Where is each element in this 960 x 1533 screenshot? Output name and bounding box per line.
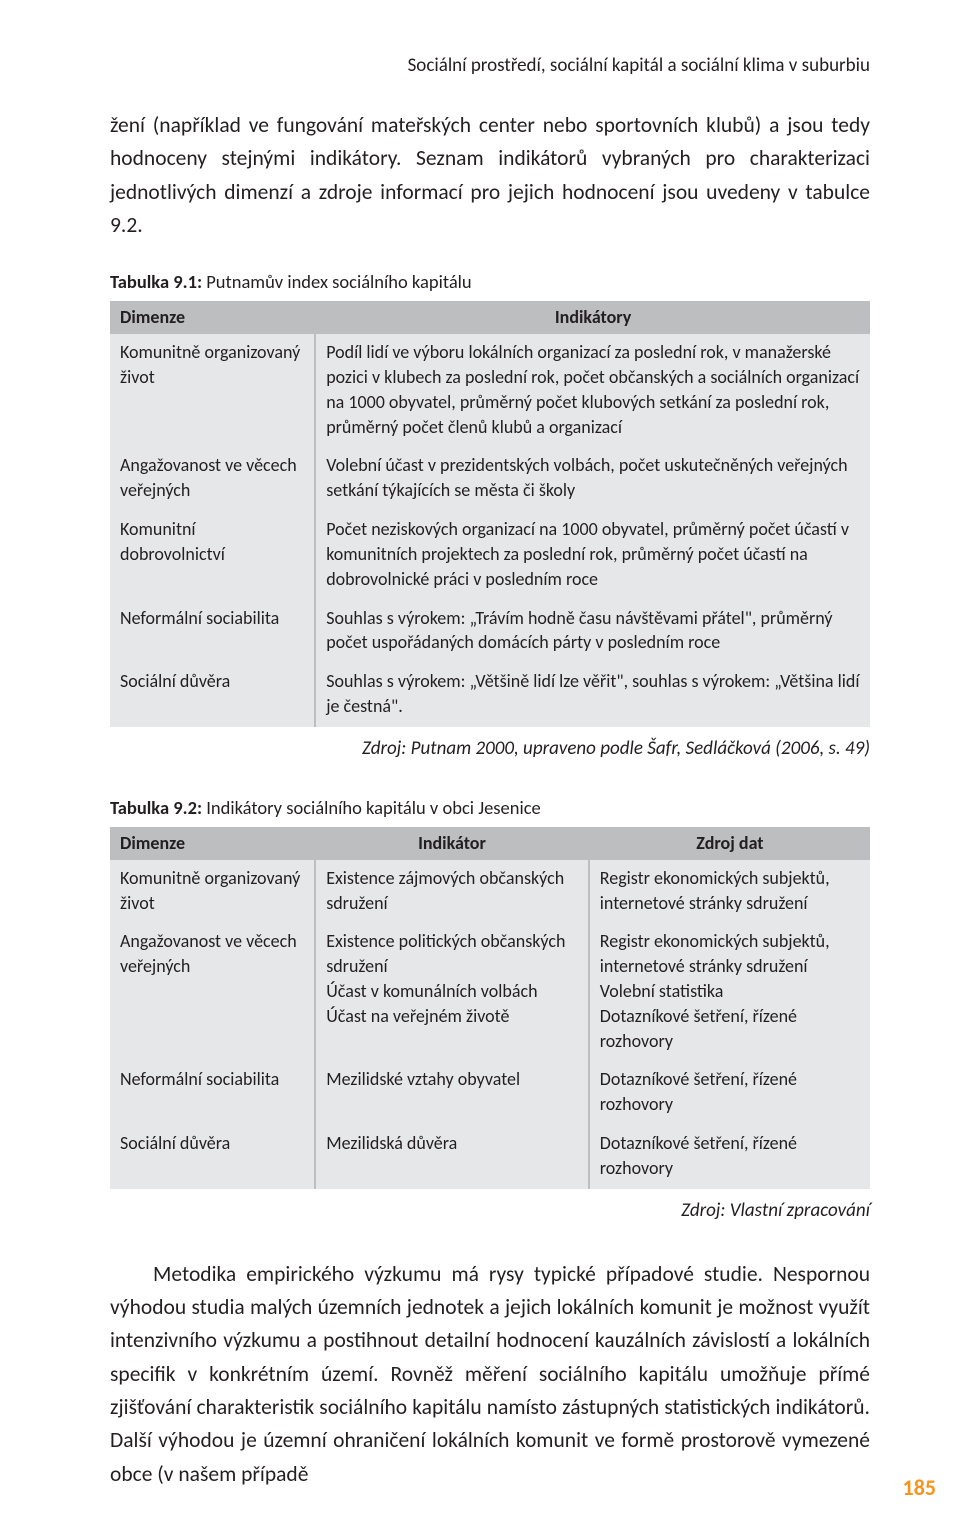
table-row: Komunitní dobrovolnictvíPočet neziskovýc…	[110, 511, 870, 599]
table-row: Angažovanost ve věcech veřejnýchExistenc…	[110, 923, 870, 1061]
table2-source: Zdroj: Vlastní zpracování	[110, 1199, 870, 1222]
table-row: Angažovanost ve věcech veřejnýchVolební …	[110, 447, 870, 511]
table1-caption: Tabulka 9.1: Putnamův index sociálního k…	[110, 270, 870, 293]
cell: Neformální sociabilita	[110, 600, 315, 664]
cell: Angažovanost ve věcech veřejných	[110, 447, 315, 511]
table1-body: Komunitně organizovaný životPodíl lidí v…	[110, 334, 870, 727]
cell: Počet neziskových organizací na 1000 oby…	[315, 511, 870, 599]
running-head: Sociální prostředí, sociální kapitál a s…	[110, 54, 870, 77]
cell: Registr ekonomických subjektů, interneto…	[589, 923, 870, 1061]
cell: Dotazníkové šetření, řízené rozhovory	[589, 1061, 870, 1125]
table2-header-row: Dimenze Indikátor Zdroj dat	[110, 827, 870, 860]
table1-header-row: Dimenze Indikátory	[110, 301, 870, 334]
table-row: Komunitně organizovaný životPodíl lidí v…	[110, 334, 870, 447]
table2-h2: Indikátor	[315, 827, 589, 860]
cell: Mezilidská důvěra	[315, 1125, 589, 1189]
table-row: Sociální důvěraSouhlas s výrokem: „Větši…	[110, 663, 870, 727]
cell: Existence zájmových občanských sdružení	[315, 860, 589, 924]
table-row: Neformální sociabilitaSouhlas s výrokem:…	[110, 600, 870, 664]
cell: Komunitně organizovaný život	[110, 334, 315, 447]
table2-caption-rest: Indikátory sociálního kapitálu v obci Je…	[202, 796, 541, 819]
table2-h3: Zdroj dat	[589, 827, 870, 860]
table1-caption-rest: Putnamův index sociálního kapitálu	[202, 270, 472, 293]
table2-caption-bold: Tabulka 9.2:	[110, 796, 202, 819]
cell: Souhlas s výrokem: „Většině lidí lze věř…	[315, 663, 870, 727]
table-row: Komunitně organizovaný životExistence zá…	[110, 860, 870, 924]
cell: Sociální důvěra	[110, 663, 315, 727]
cell: Souhlas s výrokem: „Trávím hodně času ná…	[315, 600, 870, 664]
paragraph-1: žení (například ve fungování mateřských …	[110, 109, 870, 242]
table-1: Dimenze Indikátory Komunitně organizovan…	[110, 301, 870, 727]
table-row: Sociální důvěraMezilidská důvěraDotazník…	[110, 1125, 870, 1189]
table1-caption-bold: Tabulka 9.1:	[110, 270, 202, 293]
table2-caption: Tabulka 9.2: Indikátory sociálního kapit…	[110, 796, 870, 819]
table1-h2: Indikátory	[315, 301, 870, 334]
cell: Angažovanost ve věcech veřejných	[110, 923, 315, 1061]
table-row: Neformální sociabilitaMezilidské vztahy …	[110, 1061, 870, 1125]
cell: Podíl lidí ve výboru lokálních organizac…	[315, 334, 870, 447]
cell: Sociální důvěra	[110, 1125, 315, 1189]
table1-source: Zdroj: Putnam 2000, upraveno podle Šafr,…	[110, 737, 870, 760]
cell: Komunitní dobrovolnictví	[110, 511, 315, 599]
page: Sociální prostředí, sociální kapitál a s…	[0, 0, 960, 1533]
page-number: 185	[903, 1474, 936, 1501]
cell: Komunitně organizovaný život	[110, 860, 315, 924]
table2-h1: Dimenze	[110, 827, 315, 860]
table2-body: Komunitně organizovaný životExistence zá…	[110, 860, 870, 1189]
table-2: Dimenze Indikátor Zdroj dat Komunitně or…	[110, 827, 870, 1189]
cell: Dotazníkové šetření, řízené rozhovory	[589, 1125, 870, 1189]
cell: Neformální sociabilita	[110, 1061, 315, 1125]
table1-h1: Dimenze	[110, 301, 315, 334]
cell: Volební účast v prezidentských volbách, …	[315, 447, 870, 511]
cell: Registr ekonomických subjektů, interneto…	[589, 860, 870, 924]
cell: Mezilidské vztahy obyvatel	[315, 1061, 589, 1125]
paragraph-2: Metodika empirického výzkumu má rysy typ…	[110, 1258, 870, 1491]
cell: Existence politických občanských sdružen…	[315, 923, 589, 1061]
